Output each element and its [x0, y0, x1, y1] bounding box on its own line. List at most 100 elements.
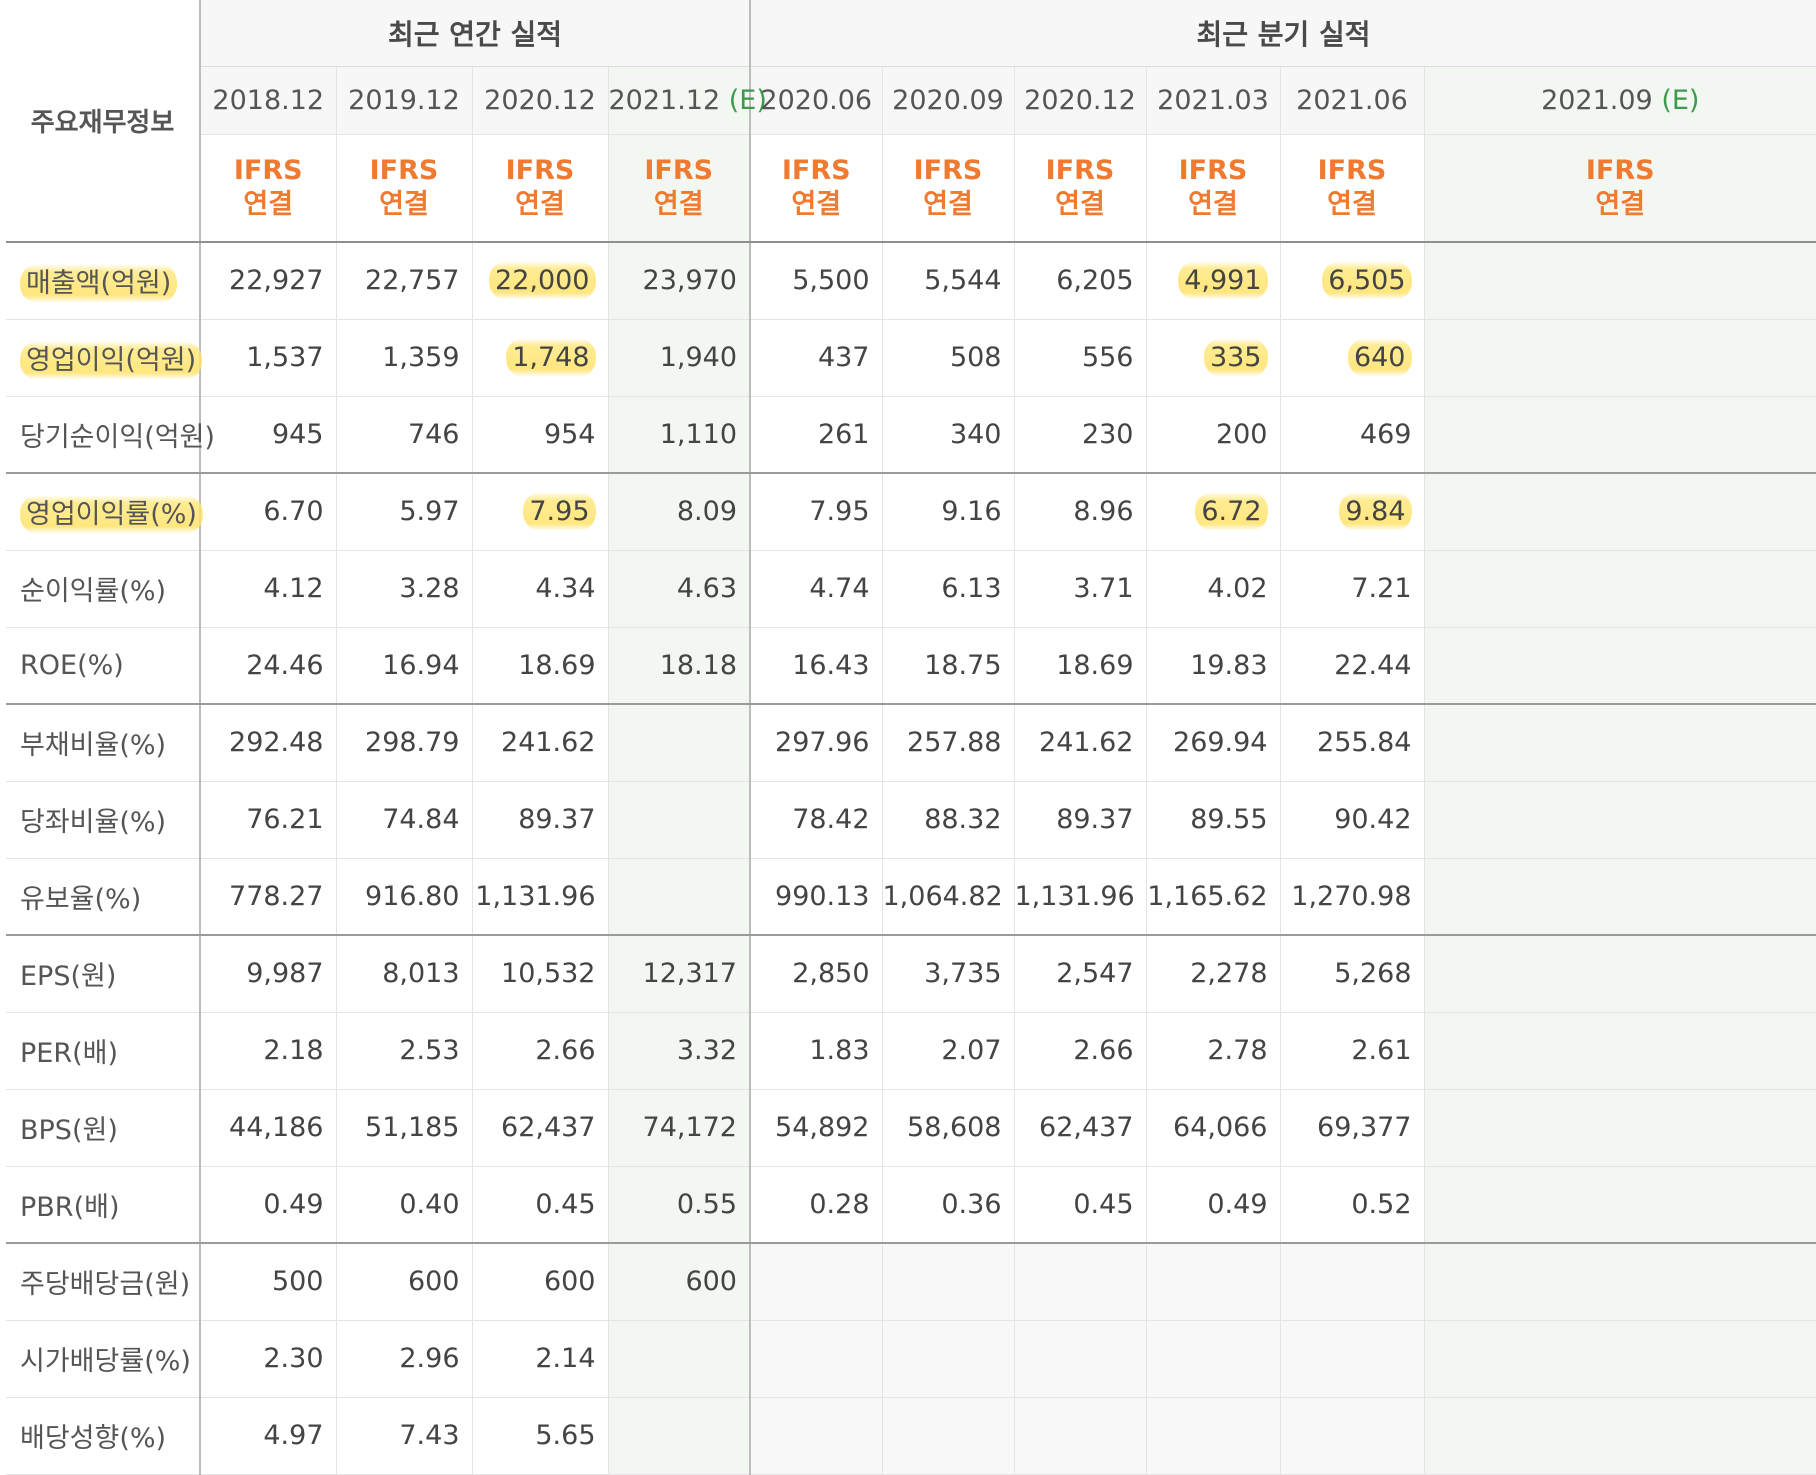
table-cell: 7.95	[472, 473, 608, 550]
cell-value: 0.45	[1073, 1189, 1133, 1220]
basis-consolidation: 연결	[1281, 188, 1424, 222]
row-label-text: PER(배)	[20, 1038, 118, 1069]
row-label: BPS(원)	[6, 1089, 200, 1166]
table-cell: 4.97	[200, 1397, 336, 1474]
table-cell: 2.18	[200, 1012, 336, 1089]
cell-value: 2.53	[399, 1035, 459, 1066]
table-cell	[882, 1397, 1014, 1474]
period-header: 2020.12	[472, 66, 608, 134]
cell-value: 1,270.98	[1291, 881, 1411, 912]
cell-value: 10,532	[501, 958, 595, 989]
cell-value: 76.21	[246, 804, 323, 835]
basis-consolidation: 연결	[1015, 188, 1146, 222]
table-cell: 22.44	[1280, 627, 1424, 704]
table-cell: 4.63	[608, 550, 750, 627]
table-cell: 7.95	[750, 473, 882, 550]
period-label: 2021.09	[1541, 85, 1653, 116]
table-cell: 469	[1280, 396, 1424, 473]
table-cell: 437	[750, 319, 882, 396]
table-cell: 0.49	[200, 1166, 336, 1243]
basis-standard: IFRS	[201, 154, 336, 188]
period-header: 2021.09 (E)	[1424, 66, 1816, 134]
table-cell: 2.30	[200, 1320, 336, 1397]
row-label: PER(배)	[6, 1012, 200, 1089]
table-cell: 255.84	[1280, 704, 1424, 781]
cell-value: 3.32	[677, 1035, 737, 1066]
cell-value: 298.79	[365, 727, 459, 758]
cell-value: 22,757	[365, 265, 459, 296]
period-header: 2021.03	[1146, 66, 1280, 134]
cell-value: 2.30	[263, 1343, 323, 1374]
table-cell: 945	[200, 396, 336, 473]
cell-value: 600	[685, 1266, 737, 1297]
cell-value: 4.97	[263, 1420, 323, 1451]
cell-value: 6,505	[1322, 261, 1411, 300]
table-label-header: 주요재무정보	[6, 0, 200, 242]
table-cell	[1280, 1320, 1424, 1397]
basis-standard: IFRS	[1281, 154, 1424, 188]
cell-value: 0.36	[941, 1189, 1001, 1220]
cell-value: 6.13	[941, 573, 1001, 604]
cell-value: 0.40	[399, 1189, 459, 1220]
table-cell: 0.49	[1146, 1166, 1280, 1243]
period-header: 2018.12	[200, 66, 336, 134]
cell-value: 2.18	[263, 1035, 323, 1066]
cell-value: 1,537	[246, 342, 323, 373]
table-cell	[882, 1243, 1014, 1320]
table-cell: 5,500	[750, 242, 882, 319]
table-cell: 8.96	[1014, 473, 1146, 550]
table-cell	[750, 1397, 882, 1474]
table-cell: 6.13	[882, 550, 1014, 627]
cell-value: 1,359	[382, 342, 459, 373]
period-label: 2021.03	[1157, 85, 1269, 116]
basis-standard: IFRS	[473, 154, 608, 188]
cell-value: 18.69	[1056, 650, 1133, 681]
cell-value: 4.63	[677, 573, 737, 604]
table-cell: 600	[472, 1243, 608, 1320]
table-cell	[608, 858, 750, 935]
table-cell	[1424, 550, 1816, 627]
cell-value: 2.66	[535, 1035, 595, 1066]
row-label: 영업이익(억원)	[6, 319, 200, 396]
table-cell: 746	[336, 396, 472, 473]
table-cell: 0.45	[472, 1166, 608, 1243]
cell-value: 78.42	[792, 804, 869, 835]
row-label: 주당배당금(원)	[6, 1243, 200, 1320]
period-label: 2021.12	[609, 85, 721, 116]
table-cell	[1146, 1243, 1280, 1320]
cell-value: 945	[272, 419, 324, 450]
cell-value: 12,317	[643, 958, 737, 989]
cell-value: 469	[1360, 419, 1412, 450]
table-cell: 23,970	[608, 242, 750, 319]
cell-value: 74,172	[643, 1112, 737, 1143]
table-cell: 0.55	[608, 1166, 750, 1243]
period-label: 2019.12	[348, 85, 460, 116]
table-cell: 2.61	[1280, 1012, 1424, 1089]
cell-value: 9.84	[1339, 492, 1411, 531]
cell-value: 600	[408, 1266, 460, 1297]
table-cell	[1014, 1243, 1146, 1320]
cell-value: 2.61	[1351, 1035, 1411, 1066]
table-cell: 6.70	[200, 473, 336, 550]
cell-value: 0.52	[1351, 1189, 1411, 1220]
basis-consolidation: 연결	[1425, 188, 1816, 222]
cell-value: 22.44	[1334, 650, 1411, 681]
table-cell	[1424, 319, 1816, 396]
row-label: ROE(%)	[6, 627, 200, 704]
row-label-text: 주당배당금(원)	[20, 1269, 190, 1300]
table-cell: 51,185	[336, 1089, 472, 1166]
row-label: 순이익률(%)	[6, 550, 200, 627]
table-cell: 556	[1014, 319, 1146, 396]
cell-value: 508	[950, 342, 1002, 373]
table-cell: 1,748	[472, 319, 608, 396]
cell-value: 0.55	[677, 1189, 737, 1220]
cell-value: 89.37	[518, 804, 595, 835]
table-cell	[1424, 781, 1816, 858]
row-label: 당좌비율(%)	[6, 781, 200, 858]
cell-value: 1,131.96	[475, 881, 595, 912]
